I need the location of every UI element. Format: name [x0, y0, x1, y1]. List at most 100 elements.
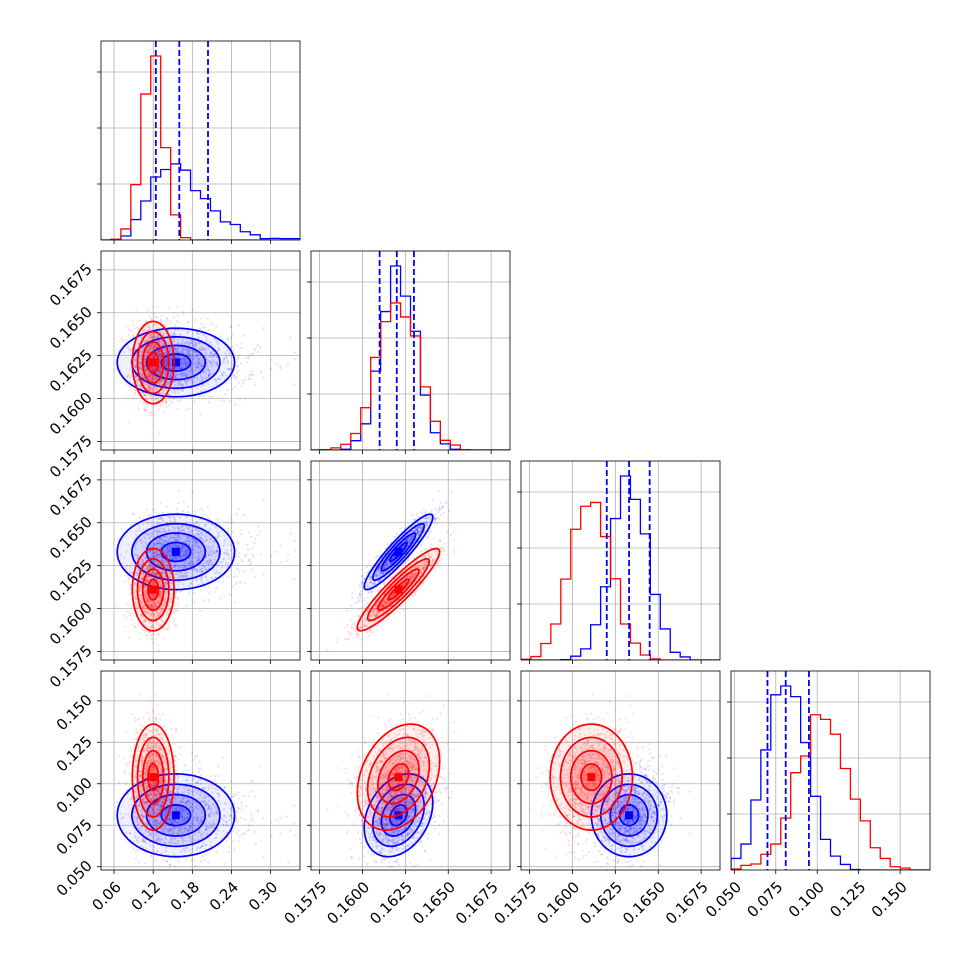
sample-point: [152, 552, 155, 555]
sample-point: [192, 342, 195, 345]
sample-point: [203, 347, 206, 350]
sample-point: [137, 563, 140, 566]
sample-point: [150, 378, 153, 381]
sample-point: [151, 553, 154, 557]
sample-point: [142, 541, 145, 544]
sample-point: [144, 619, 147, 622]
sample-point: [134, 394, 137, 397]
sample-point: [162, 379, 165, 382]
sample-point: [200, 364, 203, 367]
sample-point: [145, 339, 149, 342]
sample-point: [175, 320, 178, 323]
sample-point: [229, 324, 232, 327]
sample-point: [167, 306, 170, 309]
sample-point: [195, 577, 198, 580]
sample-point: [151, 626, 154, 629]
sample-point: [149, 378, 152, 381]
sample-point: [165, 360, 168, 363]
sample-point: [142, 330, 145, 333]
sample-point: [180, 547, 184, 550]
y-tick-label: 0.1600: [46, 389, 96, 439]
sample-point: [151, 641, 154, 644]
sample-point: [157, 368, 161, 371]
sample-point: [164, 358, 168, 361]
sample-point: [157, 542, 161, 545]
sample-point: [195, 367, 199, 370]
sample-point: [148, 631, 151, 634]
sample-point: [191, 360, 194, 363]
sample-point: [168, 346, 171, 349]
sample-point: [184, 361, 187, 365]
sample-point: [127, 577, 130, 580]
sample-point: [167, 551, 170, 554]
sample-point: [152, 380, 155, 383]
sample-point: [180, 342, 183, 345]
sample-point: [136, 610, 139, 613]
sample-point: [181, 545, 185, 548]
sample-point: [190, 531, 193, 534]
sample-point: [129, 348, 132, 351]
sample-point: [137, 605, 140, 608]
sample-point: [162, 391, 165, 394]
sample-point: [164, 600, 168, 603]
sample-point: [178, 529, 181, 533]
sample-point: [187, 510, 190, 514]
sample-point: [195, 386, 198, 389]
sample-point: [159, 353, 162, 356]
sample-point: [199, 347, 202, 350]
sample-point: [187, 506, 190, 509]
sample-point: [208, 371, 211, 374]
sample-point: [143, 604, 146, 608]
sample-point: [146, 575, 149, 578]
sample-point: [147, 384, 150, 387]
sample-point: [150, 344, 153, 347]
sample-point: [177, 545, 180, 548]
sample-point: [151, 333, 155, 336]
sample-point: [149, 613, 152, 616]
sample-point: [214, 338, 217, 341]
sample-point: [159, 536, 162, 539]
sample-point: [183, 541, 186, 544]
sample-point: [152, 356, 155, 359]
sample-point: [142, 528, 145, 531]
sample-point: [159, 547, 162, 550]
sample-point: [161, 543, 164, 546]
sample-point: [175, 345, 178, 348]
sample-point: [203, 565, 206, 568]
sample-point: [236, 562, 239, 565]
sample-point: [162, 334, 165, 337]
sample-point: [136, 319, 139, 322]
sample-point: [139, 361, 142, 365]
sample-point: [188, 561, 191, 564]
sample-point: [148, 348, 151, 351]
sample-point: [158, 542, 161, 545]
sample-point: [159, 537, 163, 540]
sample-point: [360, 580, 363, 583]
sample-point: [126, 610, 130, 613]
sample-point: [196, 366, 199, 369]
sample-point: [181, 351, 184, 354]
sample-point: [127, 346, 130, 350]
sample-point: [178, 381, 181, 384]
sample-point: [236, 540, 239, 543]
sample-point: [146, 350, 149, 353]
sample-point: [203, 354, 206, 357]
sample-point: [146, 351, 149, 354]
sample-point: [189, 562, 192, 565]
sample-point: [217, 564, 220, 567]
sample-point: [212, 540, 215, 544]
sample-point: [125, 610, 128, 613]
sample-point: [294, 357, 297, 360]
sample-point: [196, 354, 199, 357]
sample-point: [119, 369, 122, 372]
sample-point: [131, 571, 134, 574]
sample-point: [202, 377, 206, 380]
sample-point: [116, 605, 119, 608]
sample-point: [176, 367, 179, 370]
sample-point: [165, 334, 168, 337]
sample-point: [181, 358, 185, 361]
sample-point: [162, 330, 165, 333]
sample-point: [210, 365, 213, 368]
sample-point: [425, 523, 428, 526]
sample-point: [135, 597, 138, 600]
